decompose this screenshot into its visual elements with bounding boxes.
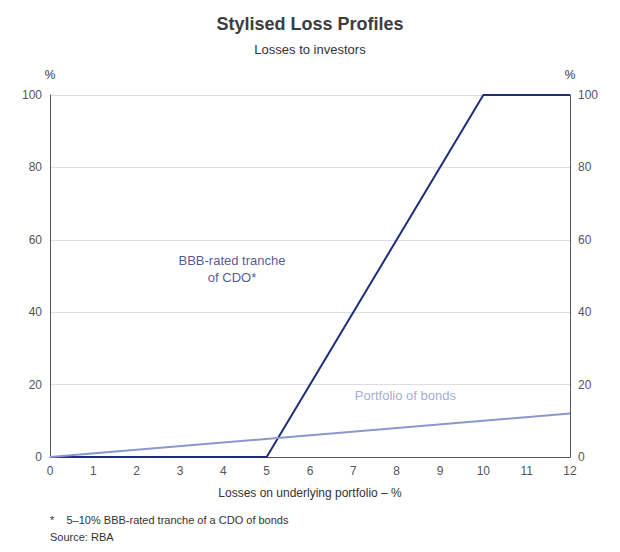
svg-text:40: 40	[29, 305, 43, 319]
svg-text:0: 0	[47, 464, 54, 478]
svg-text:11: 11	[520, 464, 533, 478]
svg-text:8: 8	[393, 464, 400, 478]
svg-text:60: 60	[29, 233, 43, 247]
svg-text:20: 20	[578, 378, 592, 392]
svg-text:%: %	[565, 68, 576, 82]
svg-text:5: 5	[263, 464, 270, 478]
svg-text:Losses on underlying portfolio: Losses on underlying portfolio – %	[218, 486, 402, 500]
svg-text:40: 40	[578, 305, 592, 319]
svg-text:Source: RBA: Source: RBA	[50, 531, 114, 543]
svg-text:* 5–10% BBB-rated tranche o: * 5–10% BBB-rated tranche of a CDO of bo…	[50, 514, 289, 526]
svg-text:3: 3	[177, 464, 184, 478]
svg-text:80: 80	[29, 160, 43, 174]
svg-text:2: 2	[133, 464, 140, 478]
svg-text:4: 4	[220, 464, 227, 478]
svg-text:80: 80	[578, 160, 592, 174]
svg-text:%: %	[45, 68, 56, 82]
svg-text:60: 60	[578, 233, 592, 247]
svg-text:0: 0	[35, 450, 42, 464]
svg-text:12: 12	[563, 464, 577, 478]
svg-text:Portfolio of bonds: Portfolio of bonds	[355, 388, 457, 403]
svg-text:6: 6	[307, 464, 314, 478]
svg-text:20: 20	[29, 378, 43, 392]
svg-text:7: 7	[350, 464, 357, 478]
svg-text:BBB-rated tranche: BBB-rated tranche	[179, 253, 286, 268]
svg-text:100: 100	[578, 88, 598, 102]
svg-text:9: 9	[437, 464, 444, 478]
svg-text:10: 10	[477, 464, 491, 478]
svg-text:Losses to investors: Losses to investors	[254, 42, 366, 57]
svg-text:of CDO*: of CDO*	[208, 270, 256, 285]
svg-text:1: 1	[90, 464, 97, 478]
svg-text:Stylised Loss Profiles: Stylised Loss Profiles	[216, 14, 403, 34]
svg-text:0: 0	[578, 450, 585, 464]
svg-text:100: 100	[22, 88, 42, 102]
